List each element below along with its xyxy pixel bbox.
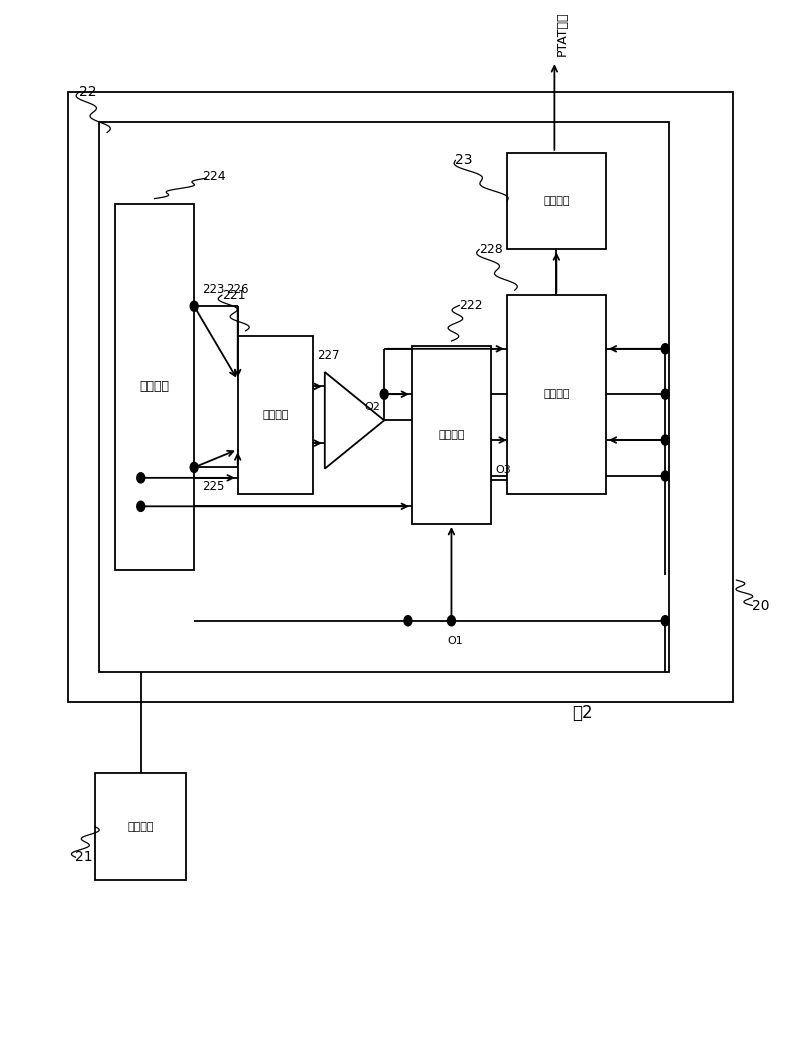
Circle shape	[137, 501, 145, 512]
Text: 226: 226	[226, 283, 248, 296]
Text: 224: 224	[202, 170, 226, 183]
Text: 电流模块: 电流模块	[139, 380, 170, 393]
Text: 图2: 图2	[572, 704, 592, 722]
Bar	[115, 203, 194, 570]
Text: 22: 22	[79, 84, 97, 99]
Circle shape	[404, 616, 412, 626]
Bar	[507, 153, 606, 249]
Bar	[67, 92, 733, 702]
Circle shape	[662, 435, 669, 445]
Circle shape	[662, 616, 669, 626]
Circle shape	[190, 463, 198, 472]
Circle shape	[662, 389, 669, 399]
Polygon shape	[325, 372, 384, 469]
Text: 20: 20	[752, 598, 770, 613]
Circle shape	[190, 301, 198, 312]
Circle shape	[137, 473, 145, 482]
Text: O3: O3	[495, 465, 510, 474]
Text: O1: O1	[447, 637, 463, 646]
Text: 切换单元: 切换单元	[438, 430, 465, 440]
Text: 221: 221	[222, 289, 246, 302]
Circle shape	[447, 616, 455, 626]
Bar	[95, 773, 186, 880]
Text: 计算单元: 计算单元	[543, 196, 570, 206]
Text: PTAT电压: PTAT电压	[556, 11, 569, 56]
Text: 225: 225	[202, 479, 225, 493]
Text: 切换单元: 切换单元	[262, 410, 289, 420]
Text: 21: 21	[75, 850, 93, 864]
Text: 227: 227	[317, 349, 339, 362]
Text: 控制单元: 控制单元	[127, 822, 154, 832]
Circle shape	[662, 344, 669, 354]
Bar	[238, 336, 313, 494]
Text: 222: 222	[459, 299, 483, 312]
Circle shape	[380, 389, 388, 399]
Bar	[99, 122, 669, 672]
Text: 放大单元: 放大单元	[543, 390, 570, 399]
Text: 223: 223	[202, 283, 225, 296]
Text: 23: 23	[455, 153, 473, 168]
Text: O2: O2	[364, 402, 380, 413]
Bar	[412, 346, 491, 524]
Bar	[507, 295, 606, 494]
Circle shape	[662, 471, 669, 481]
Text: 228: 228	[479, 243, 503, 256]
